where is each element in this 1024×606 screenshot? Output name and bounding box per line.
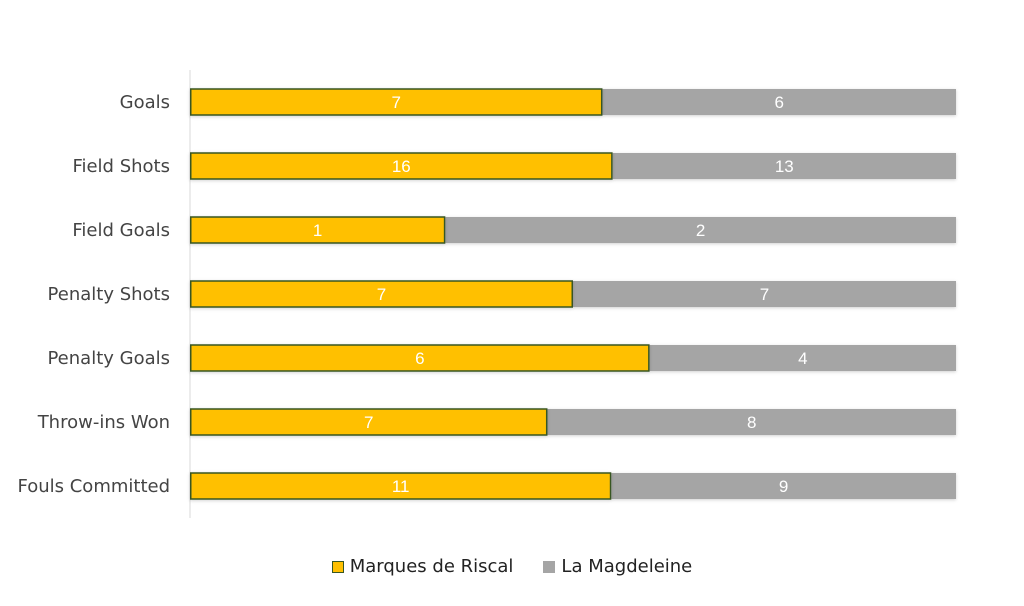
bar-segment-series-1 — [190, 344, 650, 372]
bar-segment-series-2 — [445, 217, 956, 243]
legend-swatch-series-1 — [331, 560, 344, 573]
legend-item-series-2: La Magdeleine — [543, 556, 692, 577]
data-label-series-2: 2 — [696, 221, 705, 240]
data-label-series-1: 1 — [313, 221, 322, 240]
legend-label-series-2: La Magdeleine — [561, 556, 693, 577]
category-label: Penalty Shots — [48, 284, 170, 305]
data-label-series-2: 4 — [798, 349, 807, 368]
bar-segment-series-2 — [611, 473, 956, 499]
data-label-series-1: 11 — [392, 477, 410, 496]
bar-segment-series-2 — [573, 281, 956, 307]
legend-label-series-1: Marques de Riscal — [349, 556, 514, 577]
category-label: Goals — [120, 92, 170, 113]
category-label: Throw-ins Won — [37, 412, 170, 433]
category-label: Penalty Goals — [47, 348, 170, 369]
bar-segment-series-1 — [190, 88, 603, 116]
bar-segment-series-1 — [190, 472, 612, 500]
bar-segment-series-2 — [649, 345, 956, 371]
data-label-series-1: 7 — [391, 93, 400, 112]
legend-swatch-series-2 — [543, 560, 556, 573]
data-label-series-2: 13 — [775, 157, 794, 176]
bar-segment-series-2 — [547, 409, 956, 435]
bar-segment-series-1 — [190, 280, 573, 308]
category-label: Fouls Committed — [18, 476, 171, 497]
category-label: Field Goals — [72, 220, 170, 241]
bar-segment-series-2 — [612, 153, 956, 179]
data-label-series-2: 9 — [779, 477, 788, 496]
bar-segment-series-1 — [190, 408, 548, 436]
bar-segment-series-2 — [602, 89, 956, 115]
data-label-series-1: 7 — [377, 285, 386, 304]
bar-segment-series-1 — [190, 216, 446, 244]
data-label-series-1: 16 — [392, 157, 411, 176]
data-label-series-1: 7 — [364, 413, 373, 432]
legend: Marques de Riscal La Magdeleine — [0, 556, 1024, 577]
bar-segment-series-1 — [190, 152, 613, 180]
data-label-series-2: 6 — [774, 93, 783, 112]
data-label-series-2: 8 — [747, 413, 756, 432]
data-label-series-2: 7 — [760, 285, 769, 304]
data-label-series-1: 6 — [415, 349, 424, 368]
category-label: Field Shots — [72, 156, 170, 177]
stacked-bar-chart: Goals 7 6 Field Shots 16 13 Field Goals 1 2 Penal… — [18, 70, 956, 518]
legend-item-series-1: Marques de Riscal — [331, 556, 514, 577]
